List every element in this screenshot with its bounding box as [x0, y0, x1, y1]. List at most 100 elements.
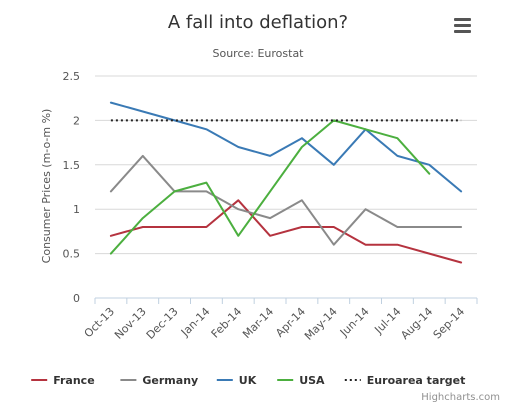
series-line [109, 119, 431, 255]
data-point [204, 118, 208, 122]
y-tick-label: 0 [73, 292, 80, 305]
data-point [173, 225, 177, 229]
data-point [300, 136, 304, 140]
data-point [141, 225, 145, 229]
data-point [300, 118, 304, 122]
data-point [332, 225, 336, 229]
data-point [204, 189, 208, 193]
data-point [236, 198, 240, 202]
data-point [268, 234, 272, 238]
data-point [459, 118, 463, 122]
data-point [300, 198, 304, 202]
data-point [300, 225, 304, 229]
data-point [459, 225, 463, 229]
x-tick-label: Dec-13 [144, 305, 181, 342]
data-point [204, 127, 208, 131]
data-point [236, 145, 240, 149]
series-line [109, 154, 463, 246]
credits-link[interactable]: Highcharts.com [421, 392, 500, 403]
legend-item[interactable]: USA [277, 374, 325, 387]
data-point [141, 110, 145, 114]
x-tick-label: Oct-13 [82, 305, 117, 340]
x-tick-label: Aug-14 [398, 305, 435, 342]
data-point [427, 118, 431, 122]
legend: France Germany UK USA Euroarea target [31, 374, 465, 387]
legend-item[interactable]: Euroarea target [344, 374, 466, 387]
legend-label: USA [299, 374, 325, 387]
data-point [204, 181, 208, 185]
series-usa [109, 119, 431, 256]
data-point [395, 118, 399, 122]
data-point [459, 260, 463, 264]
x-tick-label: Feb-14 [209, 305, 245, 341]
data-point [395, 225, 399, 229]
data-point [395, 136, 399, 140]
data-point [268, 216, 272, 220]
data-point [395, 243, 399, 247]
series-line [109, 101, 463, 193]
data-point [364, 243, 368, 247]
data-point [109, 252, 113, 256]
y-tick-label: 1 [73, 203, 80, 216]
data-point [109, 234, 113, 238]
series-line [109, 199, 463, 264]
y-tick-label: 1.5 [63, 159, 81, 172]
x-tick-label: May-14 [302, 305, 340, 343]
x-tick-label: Jun-14 [337, 305, 372, 340]
y-axis-label: Consumer Prices (m-o-m %) [40, 109, 53, 264]
data-point [141, 216, 145, 220]
data-point [268, 154, 272, 158]
series-uk [109, 101, 463, 193]
menu-icon[interactable] [450, 14, 474, 36]
data-point [236, 118, 240, 122]
data-point [268, 118, 272, 122]
legend-item[interactable]: Germany [120, 374, 198, 387]
y-tick-label: 2.5 [63, 70, 81, 83]
y-tick-label: 2 [73, 114, 80, 127]
data-point [427, 252, 431, 256]
series-germany [109, 154, 463, 247]
data-point [427, 163, 431, 167]
data-point [236, 234, 240, 238]
data-point [204, 225, 208, 229]
data-point [395, 154, 399, 158]
data-point [427, 172, 431, 176]
data-point [459, 189, 463, 193]
series [109, 101, 463, 264]
legend-item[interactable]: France [31, 374, 95, 387]
grid [95, 75, 477, 255]
data-point [300, 145, 304, 149]
chart-subtitle: Source: Eurostat [212, 47, 304, 60]
data-point [364, 118, 368, 122]
data-point [332, 163, 336, 167]
legend-item[interactable]: UK [216, 374, 257, 387]
legend-label: France [53, 374, 94, 387]
data-point [236, 207, 240, 211]
data-point [173, 189, 177, 193]
x-tick-label: Nov-13 [112, 305, 149, 342]
data-point [427, 225, 431, 229]
data-point [173, 118, 177, 122]
y-tick-label: 0.5 [63, 248, 81, 261]
data-point [141, 118, 145, 122]
data-point [109, 118, 113, 122]
x-tick-label: Sep-14 [431, 305, 468, 342]
legend-label: Germany [142, 374, 198, 387]
axes: 0 0.5 1 1.5 2 2.5 Oct-13Nov-13Dec-13Jan-14Feb-… [63, 70, 478, 343]
legend-label: UK [239, 374, 257, 387]
series-france [109, 198, 463, 264]
data-point [332, 243, 336, 247]
data-point [268, 189, 272, 193]
data-point [109, 101, 113, 105]
chart-title: A fall into deflation? [168, 12, 348, 33]
data-point [332, 118, 336, 122]
data-point [364, 207, 368, 211]
x-tick-label: Jan-14 [178, 305, 213, 340]
data-point [109, 189, 113, 193]
legend-label: Euroarea target [367, 374, 466, 387]
x-tick-label: Mar-14 [240, 305, 276, 341]
data-point [141, 154, 145, 158]
data-point [364, 127, 368, 131]
